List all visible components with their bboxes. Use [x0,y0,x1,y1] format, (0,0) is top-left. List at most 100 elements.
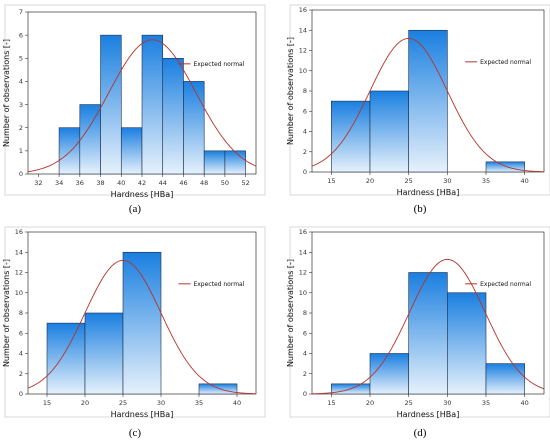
histogram-bar [331,100,371,173]
x-tick-label: 38 [96,179,104,187]
histogram-bar [224,150,246,175]
x-tick-label: 42 [138,179,146,187]
x-axis-label: Hardness [HBa] [111,410,174,419]
y-tick-label: 0 [19,390,23,398]
expected-normal-curve [311,37,545,173]
legend-label: Expected normal [480,281,531,288]
x-axis-label: Hardness [HBa] [397,410,460,419]
histogram-bar [183,81,205,175]
x-tick-label: 40 [521,177,529,185]
histogram-bar [369,353,409,395]
y-tick-label: 16 [15,228,23,236]
histogram-bar [203,150,226,175]
y-tick-label: 8 [303,309,307,317]
histogram-bar [198,383,238,395]
expected-normal-curve [27,259,257,395]
x-tick-label: 44 [159,179,167,187]
y-tick-label: 0 [19,170,23,178]
x-tick-label: 30 [157,399,165,407]
histogram-bar [447,292,487,395]
expected-normal-curve [311,258,545,395]
expected-normal-curve [27,39,257,173]
x-tick-label: 30 [443,177,451,185]
y-tick-label: 7 [19,8,23,16]
histogram-bar [46,322,86,395]
y-tick-label: 10 [299,67,307,75]
y-tick-label: 4 [19,350,23,358]
x-tick-label: 15 [43,399,51,407]
y-tick-label: 2 [19,124,23,132]
x-tick-label: 40 [521,399,529,407]
y-tick-label: 2 [303,148,307,156]
y-tick-label: 6 [19,329,23,337]
y-tick-label: 6 [19,31,23,39]
x-tick-label: 35 [482,399,490,407]
x-tick-label: 15 [327,177,335,185]
x-tick-label: 35 [195,399,203,407]
x-axis-label: Hardness [HBa] [397,188,460,197]
y-tick-label: 0 [303,168,307,176]
y-tick-label: 12 [299,269,307,277]
x-tick-label: 36 [76,179,84,187]
y-tick-label: 3 [19,101,23,109]
y-tick-label: 6 [303,107,307,115]
y-tick-label: 16 [299,228,307,236]
panel-label: (d) [414,427,427,439]
legend-label: Expected normal [480,59,531,66]
y-tick-label: 4 [303,350,307,358]
histogram-bar [84,312,124,395]
x-tick-label: 48 [200,179,208,187]
x-tick-label: 40 [117,179,125,187]
chart-panel-b: 15 20 25 30 35 40 0 2 4 6 8 10 12 14 16 Hardness [HBa] N… [286,4,550,215]
panel-label: (a) [129,203,142,215]
y-tick-label: 2 [303,370,307,378]
x-tick-label: 25 [405,177,413,185]
y-tick-label: 16 [299,6,307,14]
x-tick-label: 25 [119,399,127,407]
y-tick-label: 8 [303,87,307,95]
x-tick-label: 40 [233,399,241,407]
y-axis-label: Number of observations [-] [2,259,11,367]
histogram-bar [141,34,164,175]
histogram-bar [408,29,448,173]
legend-label: Expected normal [193,61,244,68]
x-tick-label: 20 [366,399,374,407]
y-tick-label: 14 [299,26,307,34]
y-tick-label: 1 [19,147,23,155]
y-tick-label: 10 [299,289,307,297]
y-tick-label: 12 [299,47,307,55]
y-axis-label: Number of observations [-] [286,259,295,367]
y-tick-label: 8 [19,309,23,317]
x-tick-label: 34 [55,179,63,187]
chart-panel-c: 15 20 25 30 35 40 0 2 4 6 8 10 12 14 16 Hardness [HBa] N… [2,226,266,439]
y-tick-label: 12 [15,269,23,277]
histogram-bar [369,90,409,173]
y-tick-label: 14 [299,248,307,256]
x-tick-label: 52 [241,179,249,187]
histogram-bar [100,34,122,175]
x-tick-label: 32 [34,179,42,187]
panel-label: (b) [414,203,427,215]
legend-label: Expected normal [193,281,244,288]
y-tick-label: 2 [19,370,23,378]
y-tick-label: 4 [19,78,23,86]
x-tick-label: 50 [221,179,229,187]
y-tick-label: 0 [303,390,307,398]
x-tick-label: 46 [179,179,187,187]
x-tick-label: 15 [327,399,335,407]
chart-panel-d: 15 20 25 30 35 40 0 2 4 6 8 10 12 14 16 Hardness [HBa] N… [286,226,550,439]
histogram-bar [408,272,448,395]
y-tick-label: 14 [15,248,23,256]
histogram-bar [120,127,143,175]
x-axis-label: Hardness [HBa] [111,190,174,199]
y-tick-label: 4 [303,128,307,136]
y-axis-label: Number of observations [-] [286,37,295,145]
histogram-bar [485,363,525,395]
histogram-bar [58,127,81,175]
y-tick-label: 10 [15,289,23,297]
histogram-bar [122,251,162,395]
x-tick-label: 25 [405,399,413,407]
panel-label: (c) [129,427,142,439]
